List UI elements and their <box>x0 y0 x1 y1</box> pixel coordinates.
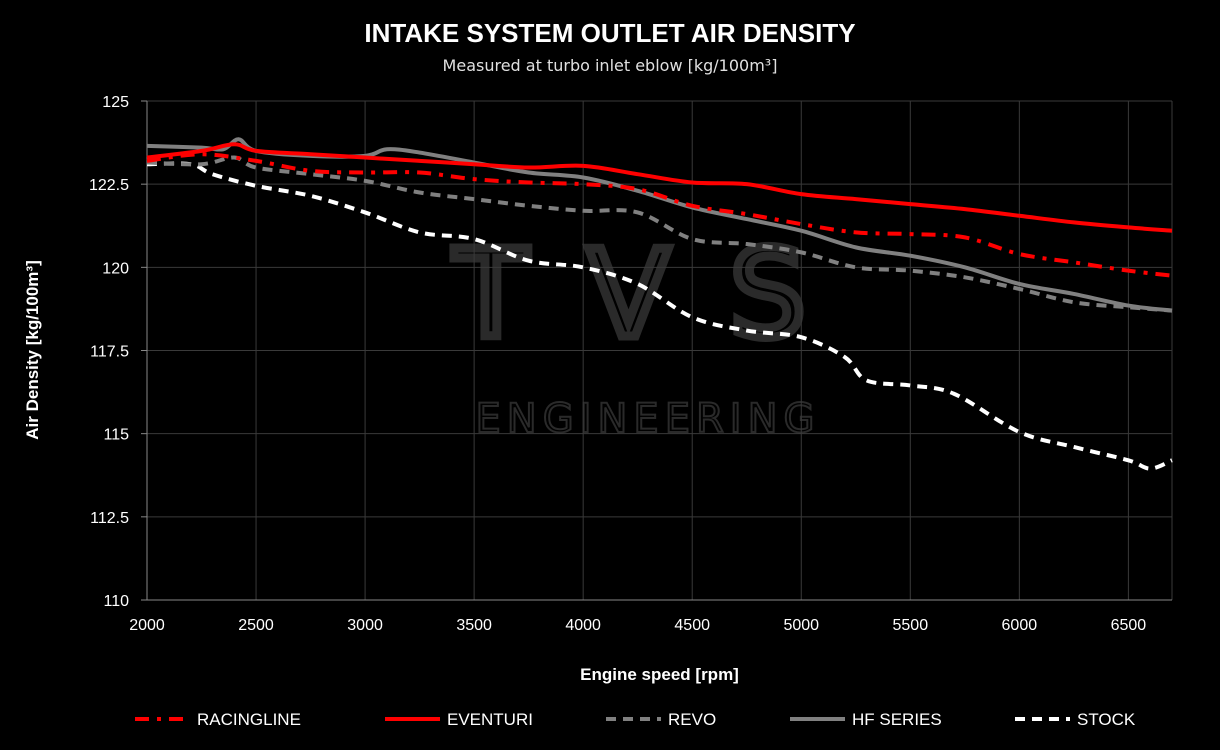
y-tick-label: 115 <box>103 427 129 444</box>
series-line-stock <box>146 161 1173 471</box>
y-tick-label: 117.5 <box>90 344 129 361</box>
y-tick-label: 120 <box>102 260 129 277</box>
legend-label: REVO <box>668 710 716 729</box>
y-axis-label: Air Density [kg/100m³] <box>23 260 42 440</box>
x-tick-label: 3500 <box>456 617 492 634</box>
x-tick-label: 6500 <box>1111 617 1147 634</box>
legend-label: RACINGLINE <box>197 710 301 729</box>
x-tick-label: 6000 <box>1002 617 1038 634</box>
y-tick-label: 122.5 <box>89 177 129 194</box>
series-line-racingline <box>146 152 1173 278</box>
chart-title: INTAKE SYSTEM OUTLET AIR DENSITY <box>364 18 856 48</box>
x-tick-label: 2000 <box>129 617 165 634</box>
y-tick-label: 125 <box>102 94 129 111</box>
watermark-text: ENGINEERING <box>476 396 821 442</box>
x-tick-label: 5500 <box>893 617 929 634</box>
y-tick-label: 110 <box>103 593 129 610</box>
legend-label: HF SERIES <box>852 710 942 729</box>
series-line-eventuri <box>146 142 1173 233</box>
y-tick-label: 112.5 <box>90 510 129 527</box>
x-tick-label: 5000 <box>783 617 819 634</box>
x-tick-label: 2500 <box>238 617 274 634</box>
x-axis-label: Engine speed [rpm] <box>580 665 739 684</box>
chart-subtitle: Measured at turbo inlet eblow [kg/100m³] <box>442 56 778 75</box>
x-tick-label: 4000 <box>565 617 601 634</box>
series-line-revo <box>146 155 1173 313</box>
x-tick-label: 4500 <box>674 617 710 634</box>
legend-label: STOCK <box>1077 710 1136 729</box>
legend-label: EVENTURI <box>447 710 533 729</box>
x-tick-label: 3000 <box>347 617 383 634</box>
